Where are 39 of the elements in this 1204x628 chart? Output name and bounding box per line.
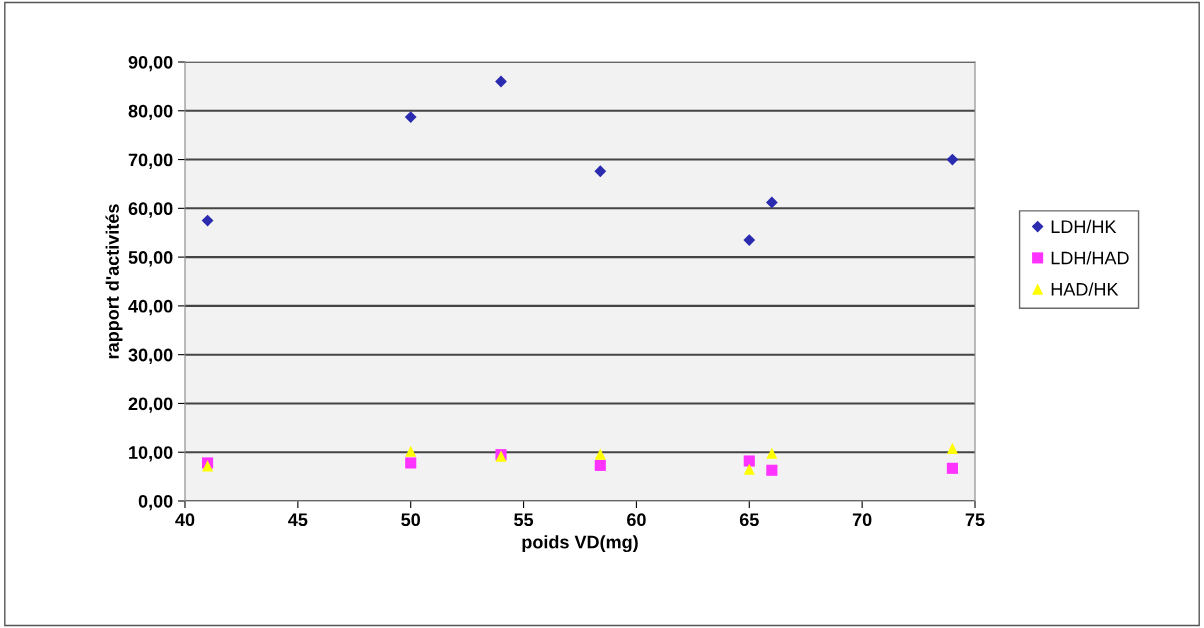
x-tick-label: 55	[514, 513, 534, 527]
x-tick-label: 60	[627, 513, 646, 527]
y-tick-label: 10,00	[129, 446, 173, 462]
point	[766, 447, 778, 459]
point	[594, 459, 606, 471]
y-tick-label: 20,00	[128, 397, 173, 413]
y-axis-title: rapport d'activités	[105, 204, 123, 359]
x-axis-title: poids VD(mg)	[522, 535, 638, 553]
point	[946, 153, 959, 166]
x-tick-label: 40	[175, 513, 195, 527]
legend-label: LDH/HK	[1051, 219, 1117, 234]
point	[743, 463, 755, 475]
point	[743, 234, 756, 246]
y-tick-label: 90,00	[128, 55, 173, 72]
point	[743, 455, 755, 467]
y-tick-label: 0,00	[138, 494, 173, 511]
point	[405, 457, 417, 469]
y-tick-label: 60,00	[128, 202, 173, 218]
x-tick-label: 65	[739, 513, 759, 527]
x-tick-label: 75	[965, 513, 985, 527]
y-tick-label: 80,00	[128, 104, 173, 121]
y-tick-label: 30,00	[128, 348, 173, 364]
point	[946, 462, 958, 474]
point	[766, 464, 778, 476]
y-tick-label: 70,00	[128, 153, 173, 169]
point	[404, 111, 417, 124]
x-tick-label: 50	[401, 513, 421, 527]
y-tick-label: 50,00	[128, 251, 173, 267]
point	[495, 75, 507, 88]
point	[765, 196, 778, 209]
point	[594, 448, 606, 460]
x-tick-label: 70	[852, 513, 872, 527]
point	[594, 165, 607, 178]
point	[946, 442, 958, 454]
y-tick-label: 40,00	[128, 299, 173, 316]
point	[405, 445, 417, 457]
legend-label: HAD/HK	[1051, 282, 1119, 296]
legend-label: LDH/HAD	[1051, 251, 1129, 265]
x-tick-label: 45	[288, 513, 308, 527]
